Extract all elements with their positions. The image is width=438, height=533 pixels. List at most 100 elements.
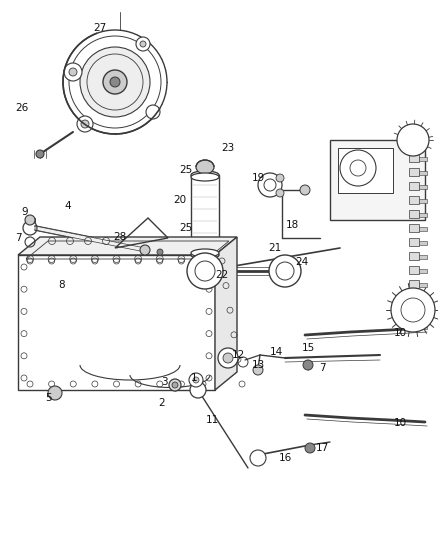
Text: 24: 24 (295, 257, 309, 267)
Circle shape (193, 377, 199, 383)
Circle shape (187, 253, 223, 289)
Text: 10: 10 (393, 418, 406, 428)
Text: 8: 8 (59, 280, 65, 290)
Circle shape (300, 185, 310, 195)
Circle shape (81, 120, 89, 128)
Circle shape (269, 255, 301, 287)
Bar (419, 269, 427, 273)
Bar (409, 308, 419, 316)
Circle shape (305, 443, 315, 453)
Polygon shape (18, 255, 215, 390)
Bar (419, 199, 427, 203)
Circle shape (250, 450, 266, 466)
Text: 23: 23 (221, 143, 235, 153)
Bar (419, 241, 427, 245)
Text: 27: 27 (93, 23, 106, 33)
Text: 15: 15 (301, 343, 314, 353)
Circle shape (136, 37, 150, 51)
Bar (409, 168, 419, 176)
Bar (409, 182, 419, 190)
Bar (409, 266, 419, 274)
Bar (419, 171, 427, 175)
Ellipse shape (191, 171, 219, 179)
Circle shape (253, 365, 263, 375)
Text: 3: 3 (161, 377, 167, 387)
Circle shape (276, 174, 284, 182)
Circle shape (77, 116, 93, 132)
Text: 25: 25 (180, 165, 193, 175)
Bar (419, 283, 427, 287)
Circle shape (223, 353, 233, 363)
Bar (419, 325, 427, 329)
Text: 9: 9 (22, 207, 28, 217)
Bar (419, 213, 427, 217)
Bar (409, 238, 419, 246)
Text: 25: 25 (180, 223, 193, 233)
Bar (409, 140, 419, 148)
Bar (419, 185, 427, 189)
Bar (409, 322, 419, 330)
Circle shape (172, 382, 178, 388)
Circle shape (63, 30, 167, 134)
Bar (338, 148, 393, 193)
Ellipse shape (191, 251, 219, 259)
Ellipse shape (196, 160, 214, 174)
Bar (409, 252, 419, 260)
Text: 28: 28 (113, 232, 127, 242)
Text: 16: 16 (279, 453, 292, 463)
Bar (419, 157, 427, 161)
Bar (419, 311, 427, 315)
Circle shape (103, 70, 127, 94)
Bar (409, 210, 419, 218)
Circle shape (169, 379, 181, 391)
Text: 7: 7 (319, 363, 325, 373)
Circle shape (25, 215, 35, 225)
Circle shape (110, 77, 120, 87)
Bar (409, 280, 419, 288)
Circle shape (69, 68, 77, 76)
Circle shape (397, 124, 429, 156)
Circle shape (276, 189, 284, 197)
Text: 20: 20 (173, 195, 187, 205)
Circle shape (140, 41, 146, 47)
Text: 13: 13 (251, 360, 265, 370)
Circle shape (340, 150, 376, 186)
Text: 19: 19 (251, 173, 265, 183)
Bar (330, 140, 425, 220)
Polygon shape (215, 237, 237, 390)
Bar (409, 224, 419, 232)
Bar (419, 297, 427, 301)
Ellipse shape (191, 173, 219, 181)
Polygon shape (18, 237, 237, 255)
Bar (419, 143, 427, 147)
Circle shape (218, 348, 238, 368)
Text: 1: 1 (191, 373, 197, 383)
Text: 26: 26 (15, 103, 28, 113)
Text: 17: 17 (315, 443, 328, 453)
Circle shape (391, 288, 435, 332)
Polygon shape (25, 218, 35, 222)
Text: 11: 11 (205, 415, 219, 425)
Polygon shape (35, 226, 145, 252)
Bar (409, 294, 419, 302)
Text: 2: 2 (159, 398, 165, 408)
Text: 21: 21 (268, 243, 282, 253)
Ellipse shape (191, 249, 219, 257)
Circle shape (80, 47, 150, 117)
Text: 14: 14 (269, 347, 283, 357)
Circle shape (146, 105, 160, 119)
Text: 4: 4 (65, 201, 71, 211)
Circle shape (190, 382, 206, 398)
Bar (419, 227, 427, 231)
Circle shape (303, 360, 313, 370)
Bar (419, 255, 427, 259)
Text: 18: 18 (286, 220, 299, 230)
Text: 12: 12 (231, 350, 245, 360)
Bar (409, 154, 419, 162)
Text: 10: 10 (393, 328, 406, 338)
Bar (409, 196, 419, 204)
Text: 7: 7 (15, 233, 21, 243)
Circle shape (258, 173, 282, 197)
Circle shape (157, 249, 163, 255)
Circle shape (64, 63, 82, 81)
